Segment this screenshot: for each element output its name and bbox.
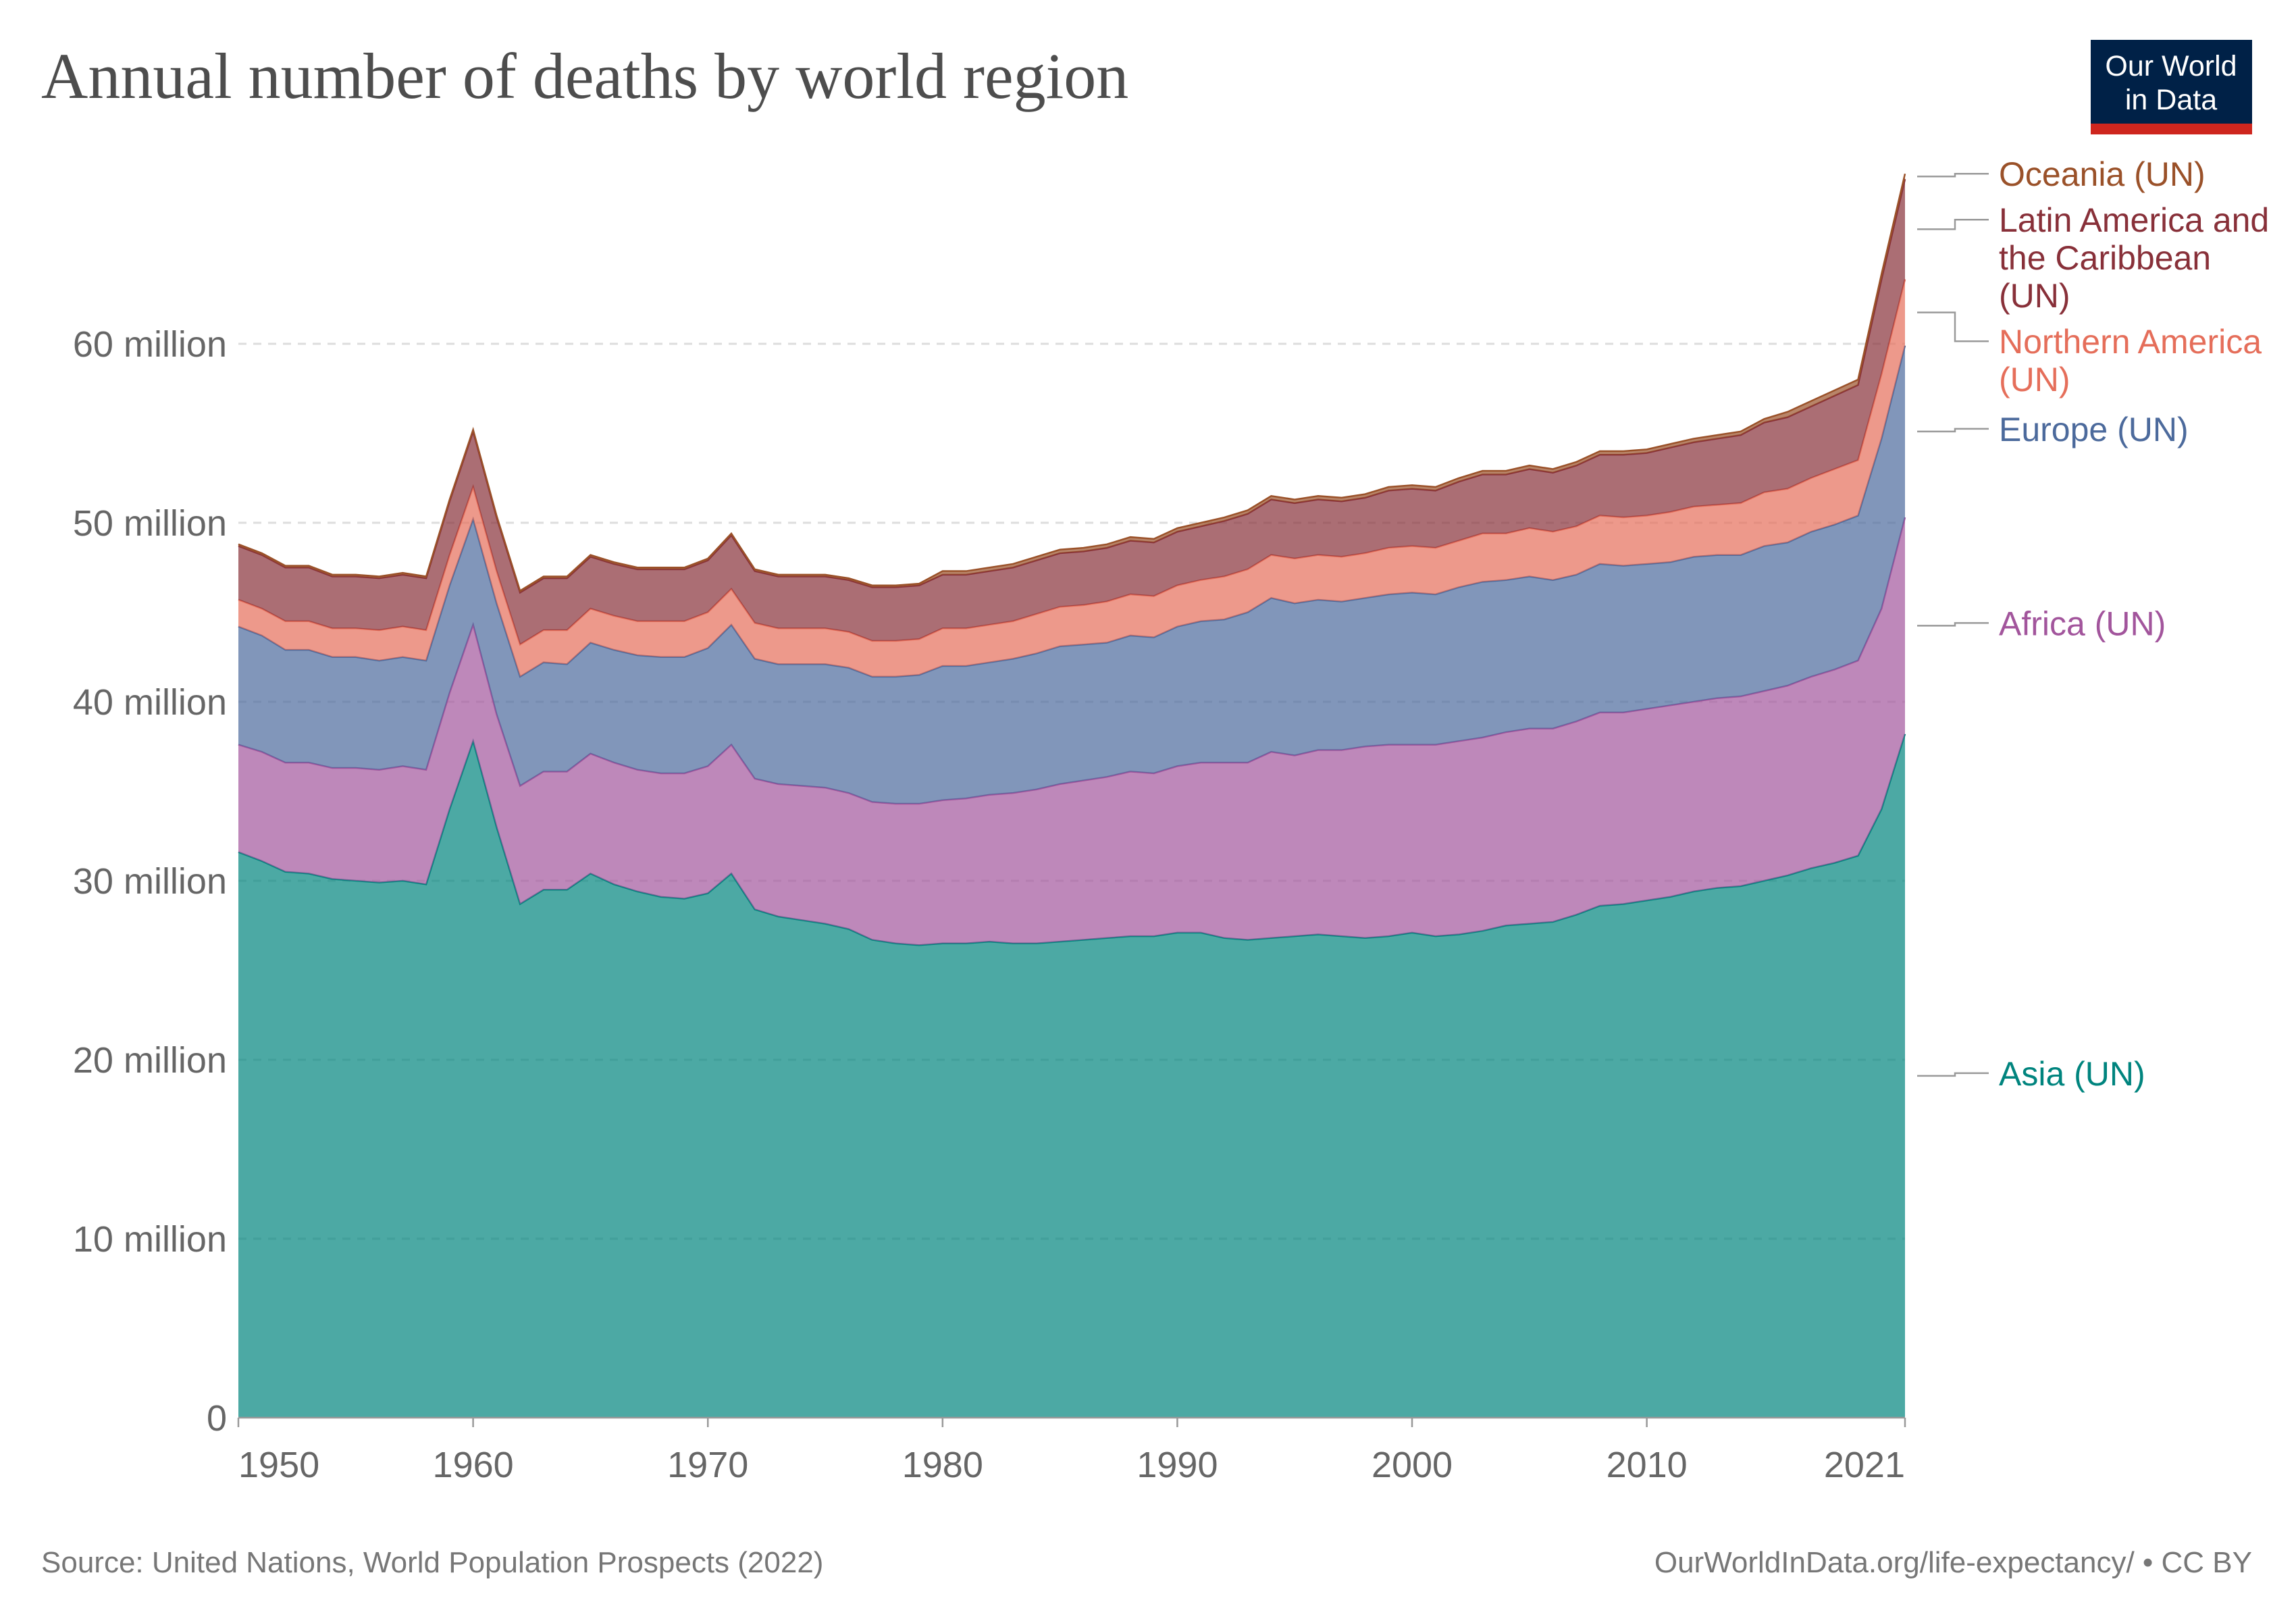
logo-box <box>2091 40 2252 134</box>
chart-title: Annual number of deaths by world region <box>41 40 1128 112</box>
legend-line: Africa (UN) <box>1999 604 2166 642</box>
y-tick-label: 10 million <box>73 1219 227 1260</box>
legend-line: Asia (UN) <box>1999 1055 2145 1093</box>
x-tick-label: 2021 <box>1824 1445 1905 1485</box>
leader-line <box>1917 218 1989 230</box>
legend-line: (UN) <box>1999 361 2070 398</box>
area-edge <box>238 173 1906 592</box>
source: Source: United Nations, World Population… <box>41 1546 823 1579</box>
leader-line <box>1917 428 1989 433</box>
y-tick-label: 40 million <box>73 682 227 723</box>
legend-label: Africa (UN) <box>1999 604 2166 642</box>
x-tick-label: 2000 <box>1372 1445 1453 1485</box>
legend-label: Latin America and the Caribbean (UN) <box>1999 201 2269 315</box>
leader-line <box>1917 1072 1989 1077</box>
area <box>238 179 1905 645</box>
logo-text: Our World <box>2105 50 2237 82</box>
legend-label: Northern America (UN) <box>1999 323 2262 398</box>
area <box>238 517 1905 946</box>
legend-label: Europe (UN) <box>1999 411 2189 448</box>
legend-line: (UN) <box>1999 277 2070 315</box>
y-tick-label: 30 million <box>73 861 227 902</box>
x-tick-label: 2010 <box>1607 1445 1688 1485</box>
legend-line: the Caribbean <box>1999 239 2211 277</box>
x-tick-label: 1980 <box>902 1445 983 1485</box>
y-tick-label: 50 million <box>73 503 227 544</box>
legend-line: Europe (UN) <box>1999 411 2189 448</box>
legend-label: Asia (UN) <box>1999 1055 2145 1093</box>
area <box>238 734 1905 1418</box>
legend-line: Oceania (UN) <box>1999 155 2206 193</box>
x-tick-label: 1990 <box>1137 1445 1218 1485</box>
area <box>238 345 1905 804</box>
url: OurWorldInData.org/life-expectancy/ • CC… <box>1654 1546 2252 1579</box>
x-tick-label: 1960 <box>433 1445 514 1485</box>
logo-text: in Data <box>2125 84 2217 116</box>
y-tick-label: 0 <box>207 1398 227 1439</box>
logo-bar <box>2091 124 2252 134</box>
leader-line <box>1917 622 1989 627</box>
leader-line <box>1917 172 1989 178</box>
legend-line: Northern America <box>1999 323 2262 361</box>
legend-line: Latin America and <box>1999 201 2269 239</box>
area <box>238 279 1905 677</box>
x-tick-label: 1950 <box>238 1445 319 1485</box>
legend-label: Oceania (UN) <box>1999 155 2206 193</box>
y-tick-label: 20 million <box>73 1040 227 1081</box>
y-tick-label: 60 million <box>73 324 227 365</box>
leader-line <box>1917 311 1989 342</box>
x-tick-label: 1970 <box>667 1445 748 1485</box>
